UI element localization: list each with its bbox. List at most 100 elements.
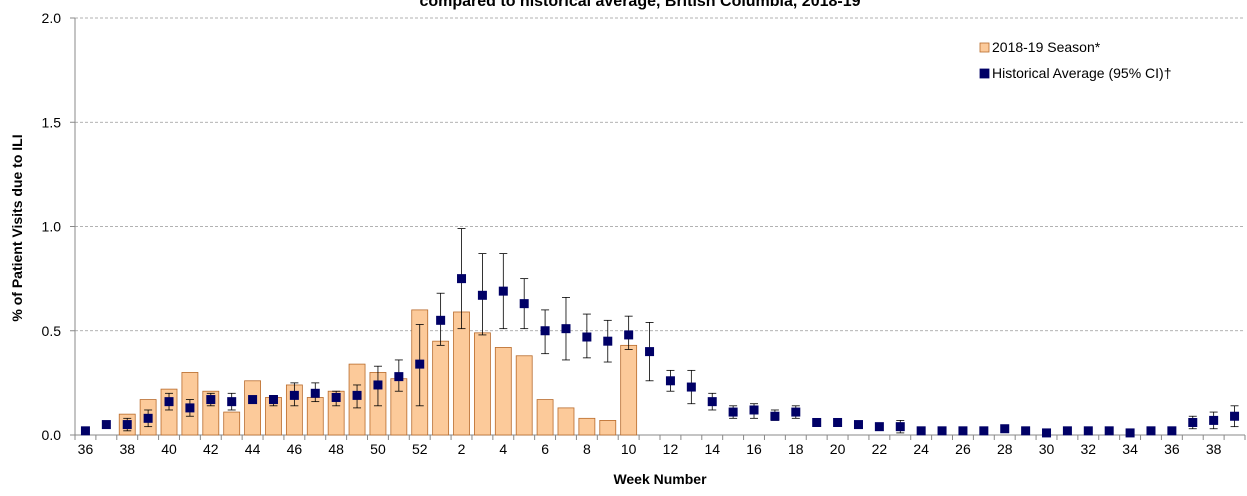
x-tick-label: 28 [997,441,1013,457]
y-tick-label: 1.0 [42,219,62,235]
y-tick-label: 0.5 [42,323,62,339]
bar [453,311,470,436]
x-tick-label: 42 [203,441,219,457]
point [728,407,738,417]
x-tick-label: 46 [287,441,303,457]
point [227,397,237,407]
bar [244,380,261,436]
point [937,426,947,436]
point [958,426,968,436]
point [289,390,299,400]
x-tick-label: 36 [78,441,94,457]
point [979,426,989,436]
x-axis-label: Week Number [613,471,707,487]
point [519,299,529,309]
point [874,422,884,432]
point [143,413,153,423]
point [310,388,320,398]
point [770,411,780,421]
point [1146,426,1156,436]
point [791,407,801,417]
bar [432,340,450,436]
point [1188,417,1198,427]
point [645,347,655,357]
y-axis-label: % of Patient Visits due to ILI [9,134,25,321]
point [101,420,111,430]
x-tick-label: 22 [872,441,888,457]
point [749,405,759,415]
x-tick-label: 4 [499,441,507,457]
point [1167,426,1177,436]
x-tick-label: 18 [788,441,804,457]
x-tick-label: 10 [621,441,637,457]
x-tick-label: 6 [541,441,549,457]
point [498,286,508,296]
bar [599,420,617,436]
point [665,376,675,386]
x-tick-label: 24 [913,441,929,457]
point [415,359,425,369]
bar [223,411,241,436]
x-tick-label: 48 [328,441,344,457]
point [477,290,487,300]
point [1000,424,1010,434]
point [812,417,822,427]
point [164,397,174,407]
bar [494,347,512,436]
point [352,390,362,400]
bar [620,344,638,436]
x-tick-label: 50 [370,441,386,457]
point [248,395,258,405]
x-tick-label: 26 [955,441,971,457]
x-tick-label: 40 [161,441,177,457]
bar [536,399,554,436]
point [895,422,905,432]
point [624,330,634,340]
chart-title: compared to historical average, British … [419,0,860,10]
point [436,315,446,325]
x-tick-label: 44 [245,441,261,457]
x-tick-label: 8 [583,441,591,457]
point [1062,426,1072,436]
x-tick-label: 32 [1081,441,1097,457]
x-tick-label: 34 [1122,441,1138,457]
point [1230,411,1240,421]
point [1021,426,1031,436]
x-tick-label: 14 [704,441,720,457]
point [853,420,863,430]
point [373,380,383,390]
point [268,395,278,405]
y-tick-label: 1.5 [42,114,62,130]
x-tick-label: 36 [1164,441,1180,457]
point [206,395,216,405]
point [122,420,132,430]
point [1209,415,1219,425]
legend-swatch [979,68,990,79]
bar [474,332,491,436]
point [457,274,467,284]
point [916,426,926,436]
point [185,403,195,413]
point [1104,426,1114,436]
x-tick-label: 30 [1039,441,1055,457]
point [331,392,341,402]
x-tick-label: 52 [412,441,428,457]
point [561,324,571,334]
bar [515,355,533,436]
point [1125,428,1135,438]
legend-label: 2018-19 Season* [992,39,1101,55]
x-tick-label: 20 [830,441,846,457]
point [707,397,717,407]
x-tick-label: 12 [663,441,679,457]
legend-swatch [979,42,990,53]
point [1042,428,1052,438]
y-tick-label: 0.0 [42,427,62,443]
point [394,372,404,382]
x-tick-label: 2 [458,441,466,457]
legend-label: Historical Average (95% CI)† [992,65,1171,81]
point [686,382,696,392]
y-tick-label: 2.0 [42,10,62,26]
point [540,326,550,336]
bar [578,417,596,436]
